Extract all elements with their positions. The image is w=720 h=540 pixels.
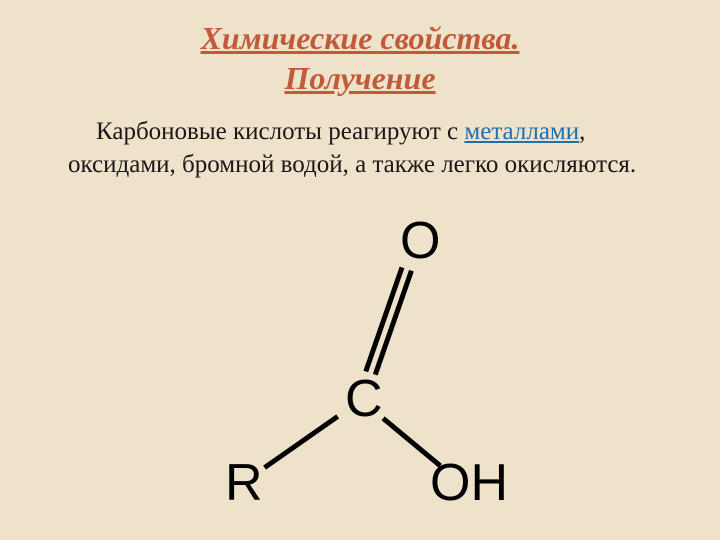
body-pre: Карбоновые кислоты реагируют с bbox=[96, 118, 464, 145]
body-paragraph: Карбоновые кислоты реагируют с металлами… bbox=[40, 116, 680, 181]
atom-carbon: C bbox=[345, 373, 383, 425]
atom-hydroxyl: OH bbox=[430, 457, 508, 509]
metals-link[interactable]: металлами bbox=[464, 118, 579, 145]
title-line-1: Химические свойства. bbox=[201, 20, 520, 56]
title-line-2: Получение bbox=[284, 60, 435, 96]
slide: Химические свойства. Получение Карбоновы… bbox=[0, 0, 720, 540]
molecule-diagram: O C R OH bbox=[220, 225, 540, 525]
slide-title: Химические свойства. Получение bbox=[40, 18, 680, 98]
atom-r-group: R bbox=[225, 457, 263, 509]
atom-oxygen-top: O bbox=[400, 215, 440, 267]
